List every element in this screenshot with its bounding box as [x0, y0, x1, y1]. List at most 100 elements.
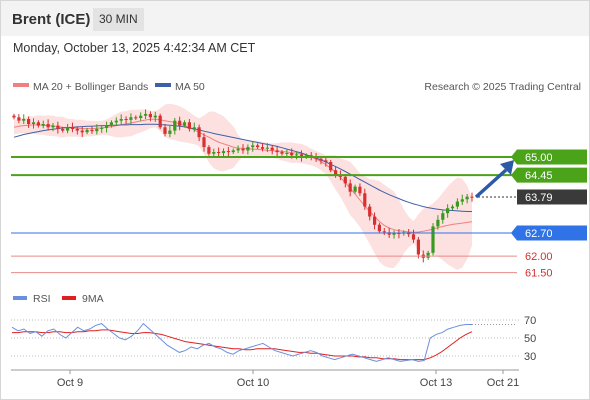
- candle-body: [358, 186, 362, 194]
- candle-body: [144, 114, 148, 116]
- candle-body: [256, 145, 260, 148]
- candle-body: [470, 196, 474, 198]
- candle-body: [90, 129, 94, 132]
- candle-body: [168, 130, 172, 134]
- support-level-label: 62.00: [525, 251, 553, 263]
- x-tick-label: Oct 13: [420, 377, 452, 389]
- ma50-legend-swatch: [155, 83, 171, 87]
- support-level-label: 61.50: [525, 268, 553, 280]
- candle-body: [207, 147, 211, 154]
- resistance-level-tag: [511, 167, 587, 183]
- candle-body: [246, 147, 250, 151]
- candle-body: [158, 115, 162, 128]
- candle-body: [280, 152, 284, 154]
- candle-body: [17, 117, 21, 121]
- candle-body: [217, 152, 221, 153]
- candle-body: [129, 117, 133, 120]
- rsi-ma9-line: [12, 329, 473, 361]
- candle-body: [450, 206, 455, 209]
- rsi-tick-label: 30: [524, 351, 536, 363]
- candle-body: [51, 125, 55, 128]
- candle-body: [163, 127, 167, 134]
- candle-body: [27, 119, 31, 124]
- candle-body: [173, 120, 177, 131]
- candle-body: [226, 151, 230, 153]
- candle-body: [363, 193, 367, 207]
- candle-body: [192, 127, 196, 129]
- candle-body: [148, 114, 152, 118]
- candle-body: [80, 130, 84, 133]
- candle-body: [295, 154, 299, 156]
- candle-body: [178, 120, 182, 126]
- candle-body: [236, 148, 240, 151]
- candle-body: [231, 150, 235, 153]
- last-price-label: 63.79: [525, 192, 553, 204]
- candle-body: [319, 158, 323, 161]
- candle-body: [187, 122, 191, 129]
- candle-body: [455, 201, 459, 207]
- candle-body: [392, 233, 396, 235]
- timestamp: Monday, October 13, 2025 4:42:34 AM CET: [13, 41, 256, 55]
- candle-body: [460, 199, 464, 202]
- candle-body: [31, 122, 36, 124]
- candle-body: [251, 145, 255, 148]
- rsi-tick-label: 50: [524, 333, 536, 345]
- candle-body: [61, 128, 65, 131]
- candle-body: [343, 176, 347, 184]
- rsi-legend-swatch: [13, 296, 27, 300]
- timeframe-selector[interactable]: 30 MIN: [93, 8, 144, 31]
- candle-body: [299, 154, 304, 157]
- x-axis: Oct 9 Oct 10 Oct 13 Oct 21: [57, 370, 519, 389]
- rsi-legend-label: RSI: [33, 293, 51, 305]
- candle-body: [382, 231, 386, 233]
- resistance-level-tag: [511, 149, 587, 165]
- candle-body: [153, 115, 157, 118]
- candle-body: [105, 125, 109, 128]
- candle-body: [416, 239, 420, 255]
- rsi-line: [11, 322, 472, 362]
- x-tick-label: Oct 21: [487, 377, 519, 389]
- candle-body: [95, 128, 99, 132]
- candle-body: [70, 127, 75, 129]
- candle-body: [197, 127, 201, 138]
- ma20-legend-swatch: [13, 83, 29, 87]
- instrument-title: Brent (ICE): [12, 11, 91, 28]
- candle-body: [368, 206, 372, 217]
- bollinger-band: [14, 103, 472, 270]
- candle-body: [75, 128, 79, 131]
- last-price-tag: [517, 189, 587, 205]
- candle-body: [182, 122, 187, 126]
- candle-body: [41, 124, 45, 126]
- candle-body: [100, 127, 104, 129]
- candle-body: [265, 147, 269, 149]
- candle-body: [329, 162, 333, 171]
- candle-body: [114, 120, 118, 123]
- candle-body: [134, 117, 138, 119]
- candle-body: [66, 127, 70, 131]
- x-tick-label: Oct 9: [57, 377, 83, 389]
- rsi-tick-label: 70: [524, 315, 536, 327]
- credit-text: Research © 2025 Trading Central: [424, 81, 581, 93]
- candle-body: [85, 129, 89, 133]
- candle-body: [270, 147, 274, 151]
- candle-body: [436, 219, 440, 227]
- candle-body: [56, 125, 60, 129]
- candle-body: [353, 186, 357, 192]
- ma9-legend-label: 9MA: [82, 293, 104, 305]
- candle-body: [12, 115, 16, 118]
- candle-body: [377, 224, 381, 232]
- resistance-level-label: 65.00: [525, 152, 553, 164]
- candle-body: [124, 119, 128, 120]
- candle-body: [348, 183, 352, 192]
- candle-body: [221, 151, 226, 154]
- candle-body: [139, 115, 143, 118]
- x-tick-label: Oct 10: [237, 377, 269, 389]
- ma50-line: [13, 123, 472, 212]
- candle-body: [212, 152, 216, 154]
- candle-body: [46, 124, 50, 128]
- resistance-level-label: 64.45: [525, 170, 553, 182]
- candle-body: [241, 148, 245, 151]
- candle-body: [22, 119, 26, 121]
